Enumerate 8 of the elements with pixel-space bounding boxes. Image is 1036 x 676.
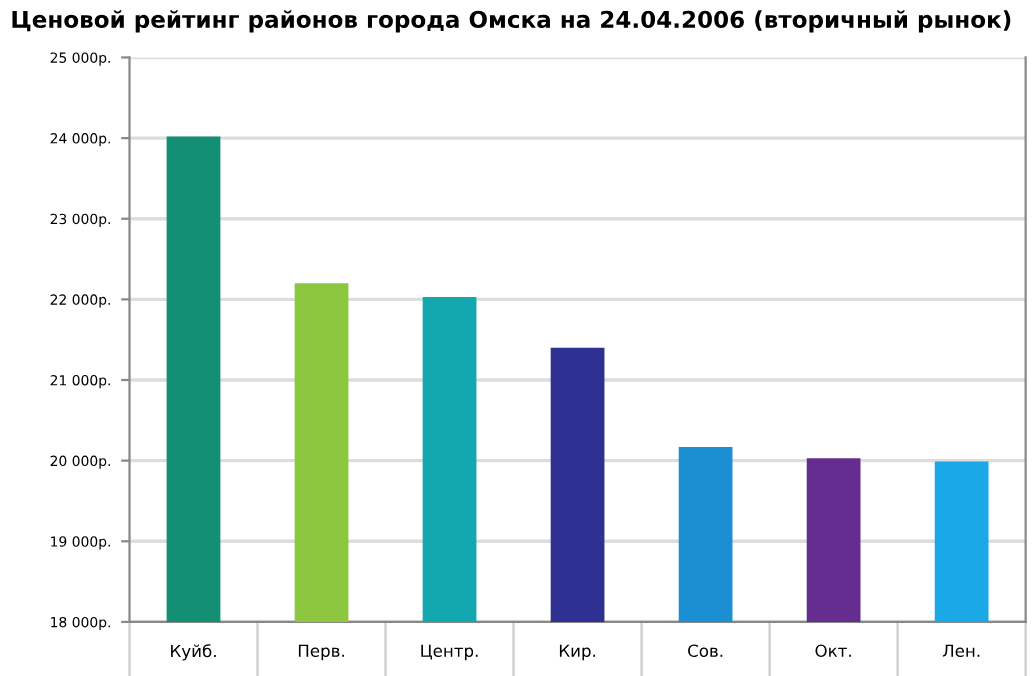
x-tick-label: Перв. bbox=[298, 644, 344, 661]
x-tick-label: Сов. bbox=[688, 644, 723, 658]
x-tick-label: Центр. bbox=[421, 644, 478, 661]
x-tick-label: Окт. bbox=[815, 644, 851, 658]
x-tick-label: Куйб. bbox=[171, 644, 216, 661]
x-tick-label: Кир. bbox=[559, 644, 596, 661]
chart-title: Ценовой рейтинг районов города Омска на 24.04.2006 (вторичный рынок) bbox=[12, 10, 1011, 33]
x-tick-label: Лен. bbox=[942, 644, 980, 658]
